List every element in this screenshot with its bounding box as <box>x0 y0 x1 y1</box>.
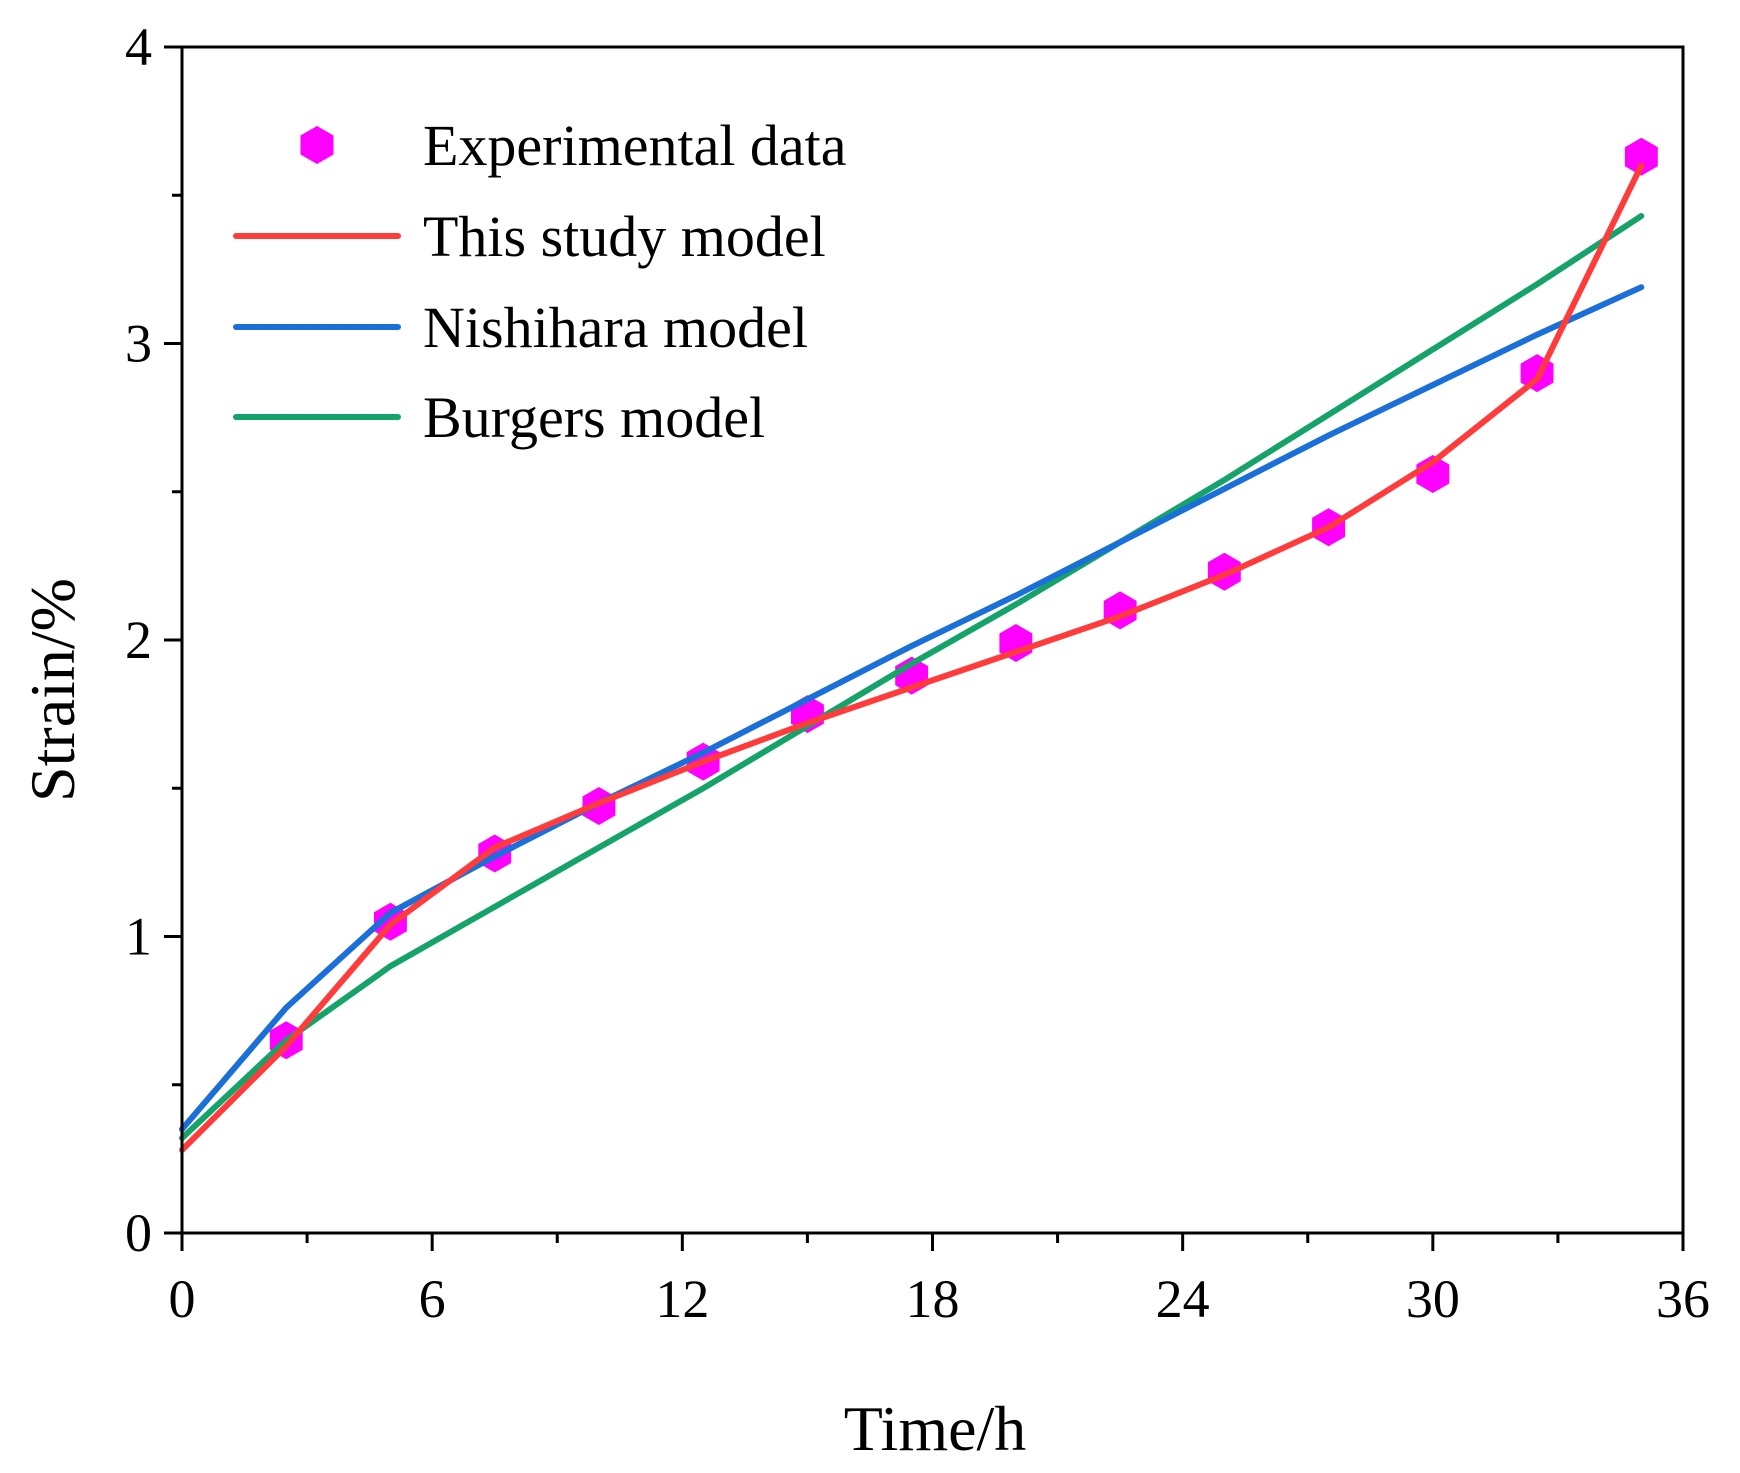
series-line-this-study-model <box>179 162 1645 1153</box>
series-line-nishihara-model <box>179 284 1645 1133</box>
y-axis-title: Strain/% <box>17 578 88 802</box>
x-tick-label: 6 <box>419 1269 446 1329</box>
y-tick-label: 2 <box>125 610 152 670</box>
x-axis-title: Time/h <box>844 1393 1027 1464</box>
y-tick-label: 3 <box>125 314 152 374</box>
x-tick-label: 24 <box>1156 1269 1210 1329</box>
legend: Experimental data This study model Nishiha… <box>233 113 847 450</box>
y-tick-label: 1 <box>125 907 152 967</box>
y-tick-label: 0 <box>125 1203 152 1263</box>
x-tick-label: 12 <box>655 1269 709 1329</box>
legend-marker-hexagon <box>300 126 334 164</box>
x-tick-label: 0 <box>169 1269 196 1329</box>
legend-label: Nishihara model <box>423 295 808 360</box>
x-tick-label: 18 <box>906 1269 960 1329</box>
data-point <box>1624 137 1658 176</box>
legend-label: Experimental data <box>423 113 847 178</box>
x-tick-label: 36 <box>1656 1269 1710 1329</box>
legend-label: Burgers model <box>423 385 765 450</box>
x-tick-label: 30 <box>1406 1269 1460 1329</box>
series-experimental-data <box>269 137 1658 1060</box>
y-tick-label: 4 <box>125 17 152 77</box>
series-line-burgers-model <box>179 213 1645 1142</box>
plot-frame <box>180 45 1685 1235</box>
plot-series <box>179 137 1658 1153</box>
legend-label: This study model <box>423 204 826 269</box>
